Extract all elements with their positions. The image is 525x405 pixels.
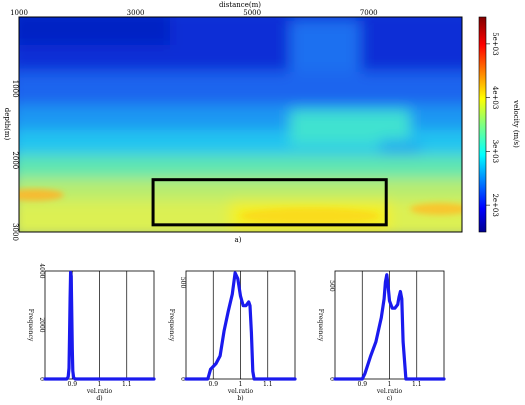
colorbar-tick-labels: 2e+03 3e+03 4e+03 5e+03: [486, 32, 499, 217]
x-tick-label: 0.9: [357, 381, 367, 388]
zoom-box: [151, 178, 388, 227]
y-tick-label: 4000: [38, 263, 45, 278]
colorbar-tick-label: 5e+03: [491, 32, 499, 55]
y-axis-label: Frequency: [27, 309, 34, 342]
y-tick-label: 500: [179, 277, 186, 289]
x-tick-label: 1.1: [122, 381, 132, 388]
panel-label: c): [387, 395, 393, 402]
x-tick-label: 1.1: [263, 381, 273, 388]
colorbar-tick-label: 4e+03: [491, 86, 499, 109]
histogram-line: [43, 270, 156, 381]
colorbar-label: velocity (m/s): [512, 99, 520, 148]
y-axis-label: depth(m): [3, 108, 11, 141]
x-tick-label: 1: [388, 381, 392, 388]
y-tick-labels: 1000 2000 3000: [11, 80, 19, 241]
x-tick-label: 0.9: [208, 381, 218, 388]
y-tick-label: 3000: [11, 223, 19, 241]
velocity-panel: 1000 3000 5000 7000 1000 2000 3000 distance(m…: [3, 1, 520, 244]
x-axis-label: vel.ratio: [376, 388, 403, 395]
colorbar-tick-label: 3e+03: [491, 140, 499, 163]
colorbar: [478, 16, 487, 233]
x-tick-label: 3000: [127, 9, 145, 17]
x-tick-label: 7000: [360, 9, 378, 17]
velocity-image: [19, 17, 462, 232]
y-tick-label: 0: [38, 377, 45, 381]
y-axis-label: Frequency: [317, 309, 324, 342]
y-tick-label: 2000: [11, 151, 19, 169]
panel-label: b): [237, 395, 243, 402]
y-tick-label: 2000: [38, 317, 45, 332]
y-axis-label: Frequency: [168, 309, 175, 342]
histogram-line: [333, 273, 446, 381]
y-tick-label: 500: [328, 280, 335, 292]
panel-label: d): [96, 395, 102, 402]
x-tick-label: 1: [239, 381, 243, 388]
x-tick-label: 1000: [10, 9, 28, 17]
x-tick-label: 5000: [243, 9, 261, 17]
velocity-frame: [18, 16, 463, 233]
histogram-line: [184, 271, 297, 381]
x-axis-label: distance(m): [219, 1, 261, 9]
x-axis-label: vel.ratio: [227, 388, 254, 395]
y-tick-label: 0: [328, 377, 335, 381]
x-tick-label: 1: [98, 381, 102, 388]
x-tick-label: 0.9: [67, 381, 77, 388]
panel-label-a: a): [235, 236, 242, 244]
colorbar-tick-label: 2e+03: [491, 193, 499, 216]
x-axis-label: vel.ratio: [86, 388, 113, 395]
y-tick-label: 1000: [11, 80, 19, 98]
y-tick-label: 0: [179, 377, 186, 381]
x-tick-label: 1.1: [412, 381, 422, 388]
x-tick-labels: 1000 3000 5000 7000: [10, 9, 378, 17]
